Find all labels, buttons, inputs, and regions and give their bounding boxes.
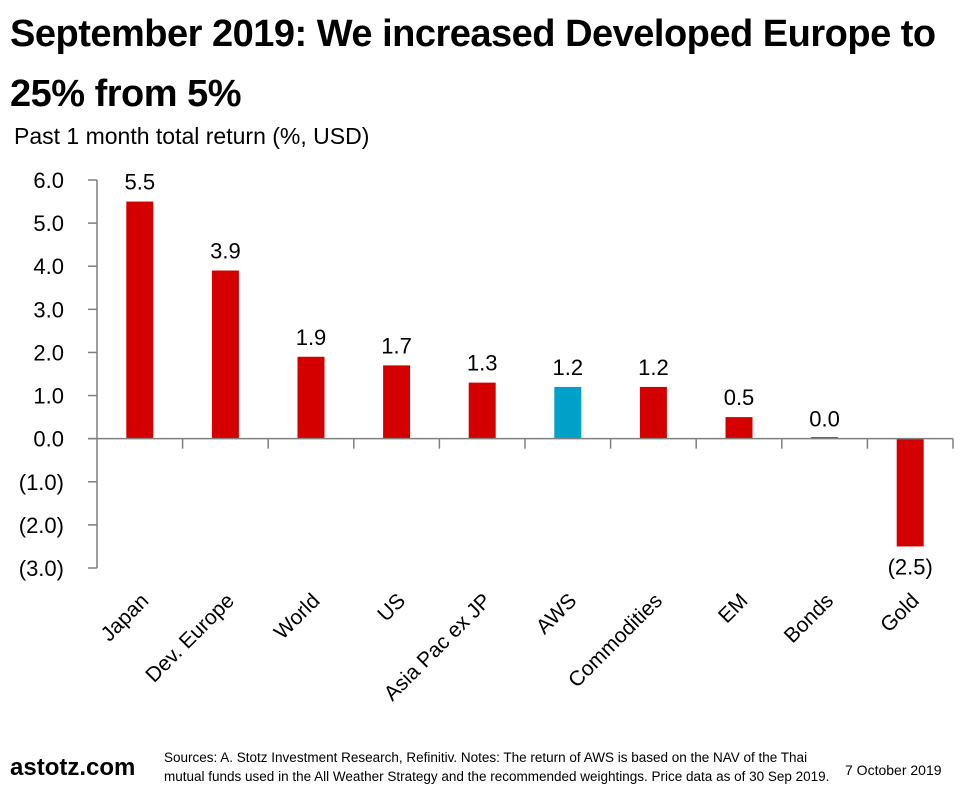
data-label: 0.0	[809, 407, 840, 432]
data-label: 1.2	[553, 355, 584, 380]
y-tick-label: 2.0	[33, 340, 64, 365]
data-labels: 5.5 3.9 1.9 1.7 1.3 1.2 1.2 0.5 0.0 (2.5)	[125, 170, 933, 580]
y-tick-label: 0.0	[33, 427, 64, 452]
bar-us	[383, 365, 411, 439]
category-label: AWS	[532, 589, 582, 639]
category-label: Dev. Europe	[141, 589, 239, 687]
category-label: Gold	[876, 589, 924, 637]
category-label: US	[373, 589, 410, 626]
bar-gold	[896, 438, 924, 547]
data-label: 0.5	[724, 385, 755, 410]
data-label: 3.9	[210, 239, 241, 264]
bar-japan	[126, 201, 154, 439]
category-label: EM	[714, 589, 753, 628]
bar-dev-europe	[211, 270, 239, 439]
bar-asia-pac-ex-jp	[468, 382, 496, 439]
y-tick-label: 6.0	[33, 168, 64, 193]
y-tick-label: (3.0)	[19, 556, 64, 581]
x-axis	[88, 437, 954, 449]
bar-em	[725, 417, 753, 439]
y-tick-label: 3.0	[33, 297, 64, 322]
data-label: 1.2	[638, 355, 669, 380]
bar-world	[297, 356, 325, 439]
y-tick-label: 5.0	[33, 211, 64, 236]
category-label: Japan	[97, 589, 154, 646]
y-tick-label: (1.0)	[19, 470, 64, 495]
y-tick-label: 4.0	[33, 254, 64, 279]
page-title: September 2019: We increased Developed E…	[10, 13, 936, 115]
bar-commodities	[639, 386, 667, 439]
data-label: 1.9	[296, 325, 327, 350]
brand-logo: astotz.com	[10, 754, 136, 781]
y-axis: 6.0 5.0 4.0 3.0 2.0 1.0 0.0 (1.0) (2.0) (3.0)	[19, 168, 98, 581]
y-tick-label: 1.0	[33, 384, 64, 409]
data-label: 1.3	[467, 351, 498, 376]
data-label: 1.7	[381, 333, 412, 358]
data-label: (2.5)	[888, 554, 933, 579]
report-date: 7 October 2019	[845, 762, 942, 778]
category-label: Bonds	[780, 589, 838, 647]
bar-aws	[554, 386, 582, 439]
chart-subtitle: Past 1 month total return (%, USD)	[14, 123, 370, 149]
source-note: Sources: A. Stotz Investment Research, R…	[164, 750, 830, 784]
category-label: World	[270, 589, 325, 644]
data-label: 5.5	[125, 170, 156, 195]
bars	[126, 201, 924, 547]
y-tick-label: (2.0)	[19, 513, 64, 538]
